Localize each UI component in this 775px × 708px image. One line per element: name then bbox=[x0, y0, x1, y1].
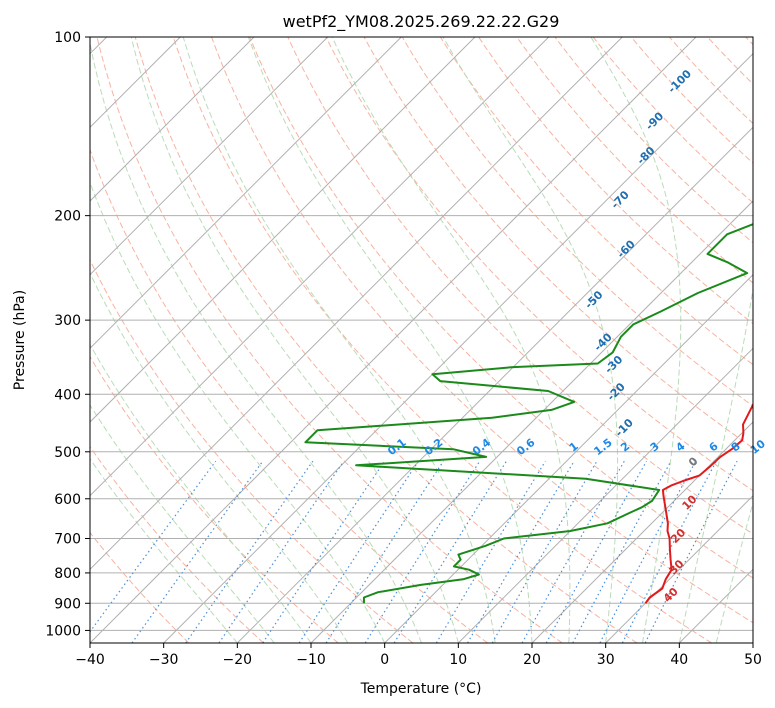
y-tick-label: 200 bbox=[54, 209, 81, 225]
dry-adiabat-line bbox=[554, 37, 753, 244]
isotherm-line bbox=[90, 37, 255, 202]
dewpoint-profile-line bbox=[304, 223, 753, 604]
isotherm-line bbox=[90, 37, 697, 643]
mixing-ratio-line bbox=[599, 460, 697, 643]
isotherm-line bbox=[90, 37, 402, 350]
isotherm-line bbox=[605, 494, 753, 643]
x-tick-label: 50 bbox=[744, 652, 762, 668]
isotherm-line bbox=[90, 37, 476, 423]
x-tick-label: 40 bbox=[670, 652, 688, 668]
dry-adiabat-line bbox=[96, 37, 563, 643]
y-tick-label: 800 bbox=[54, 566, 81, 582]
mixing-ratio-line bbox=[262, 460, 386, 643]
x-tick-label: −10 bbox=[296, 652, 326, 668]
isotherm-line bbox=[236, 126, 753, 643]
y-axis-label: Pressure (hPa) bbox=[12, 290, 28, 390]
dry-adiabat-line bbox=[630, 37, 753, 164]
dry-adiabat-line bbox=[592, 37, 753, 204]
moist-adiabat-line bbox=[130, 37, 459, 643]
x-tick-label: −20 bbox=[223, 652, 253, 668]
y-tick-label: 700 bbox=[54, 532, 81, 548]
isotherm-line bbox=[90, 37, 329, 276]
dry-adiabat-line bbox=[325, 37, 753, 492]
mixing-ratio-line bbox=[435, 460, 546, 643]
dry-adiabat-line bbox=[287, 37, 753, 535]
mixing-ratio-label: 13 bbox=[774, 437, 775, 457]
mixing-ratio-line bbox=[298, 460, 419, 643]
moist-adiabat-line bbox=[442, 37, 619, 643]
dry-adiabat-line bbox=[401, 37, 753, 407]
profile-lines bbox=[304, 223, 753, 604]
y-tick-label: 1000 bbox=[45, 623, 81, 639]
isotherm-line bbox=[531, 421, 753, 643]
moist-adiabat-line bbox=[90, 180, 386, 643]
plot-frame bbox=[89, 36, 754, 644]
y-tick-label: 400 bbox=[54, 387, 81, 403]
mixing-ratio-line bbox=[218, 460, 345, 643]
dry-adiabat-line bbox=[439, 37, 753, 366]
background-lines bbox=[90, 37, 753, 643]
moist-adiabat-line bbox=[90, 40, 422, 643]
mixing-ratio-line bbox=[491, 460, 598, 643]
mixing-ratio-line bbox=[131, 460, 264, 643]
mixing-ratio-line bbox=[572, 460, 672, 643]
moist-adiabat-line bbox=[90, 343, 312, 643]
y-tick-label: 600 bbox=[54, 492, 81, 508]
y-tick-label: 300 bbox=[54, 313, 81, 329]
x-tick-label: 0 bbox=[380, 652, 389, 668]
chart-title: wetPf2_YM08.2025.269.22.22.G29 bbox=[283, 12, 560, 32]
dry-adiabat-line bbox=[478, 37, 753, 325]
x-tick-label: 10 bbox=[449, 652, 467, 668]
moist-adiabat-line bbox=[331, 37, 571, 643]
isotherm-line bbox=[163, 52, 753, 643]
mixing-ratio-line bbox=[325, 460, 444, 643]
mixing-ratio-line bbox=[90, 460, 217, 633]
isotherm-line bbox=[457, 347, 753, 643]
moist-adiabat-line bbox=[247, 37, 533, 643]
isotherm-line bbox=[90, 37, 623, 571]
mixing-ratio-line bbox=[185, 460, 314, 643]
dry-adiabat-line bbox=[90, 531, 190, 643]
dry-adiabat-line bbox=[90, 258, 414, 643]
x-axis-label: Temperature (°C) bbox=[360, 681, 482, 697]
isotherm-line bbox=[384, 273, 753, 643]
moist-adiabat-line bbox=[90, 404, 275, 643]
temperature-profile-line bbox=[644, 402, 753, 604]
mixing-ratio-line bbox=[521, 460, 625, 643]
isotherm-line bbox=[90, 37, 550, 497]
y-tick-label: 900 bbox=[54, 596, 81, 612]
y-tick-label: 100 bbox=[54, 30, 81, 46]
moist-adiabat-line bbox=[90, 458, 238, 643]
dry-adiabat-line bbox=[516, 37, 753, 284]
dry-adiabat-line bbox=[211, 37, 753, 624]
dry-adiabat-line bbox=[90, 148, 488, 643]
x-tick-label: 30 bbox=[597, 652, 615, 668]
moist-adiabat-line bbox=[678, 285, 753, 643]
axis-ticks: −40 −30 −20 −10 0 10 20 30 40 50 100 200 300 400 500 60… bbox=[45, 30, 762, 668]
dry-adiabat-line bbox=[249, 37, 753, 579]
moist-adiabat-line bbox=[90, 271, 349, 643]
x-tick-label: 20 bbox=[523, 652, 541, 668]
x-tick-label: −30 bbox=[149, 652, 179, 668]
isotherm-line bbox=[310, 200, 753, 643]
dry-adiabat-line bbox=[134, 37, 638, 643]
mixing-ratio-line bbox=[466, 460, 575, 643]
x-tick-label: −40 bbox=[75, 652, 105, 668]
y-tick-label: 500 bbox=[54, 445, 81, 461]
